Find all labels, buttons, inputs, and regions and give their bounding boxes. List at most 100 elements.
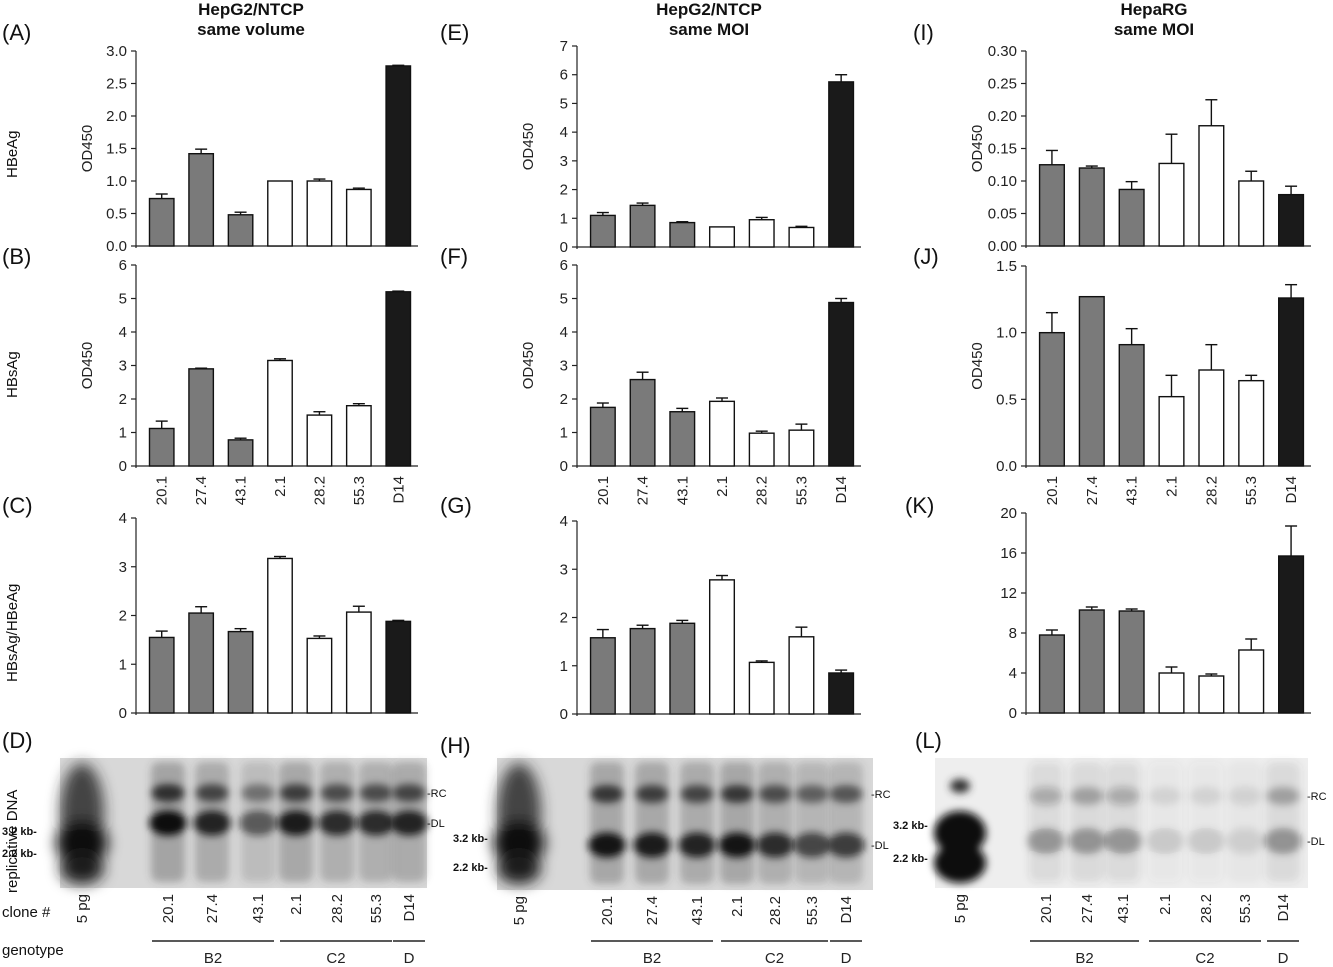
bar-20.1 — [148, 636, 175, 714]
genotype-label-B2: B2 — [643, 950, 661, 967]
bar-28.2 — [748, 661, 775, 715]
bar-2.1 — [267, 180, 293, 247]
marker-2.2kb: 2.2 kb- — [453, 862, 488, 874]
y-tick-label: 0.30 — [988, 43, 1017, 60]
y-tick-label: 2 — [560, 391, 568, 408]
row-label-ratio: HBsAg/HBeAg — [4, 583, 21, 682]
band-label-rc: -RC — [1307, 791, 1327, 803]
bar-2.1 — [708, 400, 736, 467]
blot-lane-27.4 — [633, 762, 671, 884]
bar-43.1 — [227, 630, 254, 714]
x-tick-label: 55.3 — [1243, 476, 1260, 505]
y-tick-label: 0.00 — [988, 238, 1017, 255]
y-tick-label: 3 — [560, 358, 568, 375]
lane-label: 27.4 — [1079, 894, 1096, 923]
genotype-label: genotype — [2, 942, 64, 959]
blot-lane-43.1 — [239, 762, 277, 882]
y-tick-label: 2.5 — [106, 76, 127, 93]
y-tick-label: 1 — [560, 425, 568, 442]
y-tick-label: 8 — [1009, 625, 1017, 642]
bar-27.4 — [188, 612, 215, 714]
lane-label: 2.1 — [1157, 894, 1174, 915]
x-tick-label: 28.2 — [1203, 476, 1220, 505]
blot-lane-28.2 — [756, 762, 794, 884]
y-tick-label: 0.0 — [106, 238, 127, 255]
bar-43.1 — [1118, 610, 1145, 714]
marker-lane-5pg — [56, 763, 108, 884]
y-tick-label: 0 — [119, 458, 127, 475]
bar-2.1 — [1158, 162, 1185, 247]
bar-2.1 — [267, 359, 293, 467]
y-tick-label: 4 — [119, 510, 127, 527]
x-tick-label: 55.3 — [351, 476, 368, 505]
y-tick-label: 0 — [119, 705, 127, 722]
column-title-2: HepG2/NTCP same MOI — [579, 0, 839, 40]
marker-2.2kb: 2.2 kb- — [893, 853, 928, 865]
bar-55.3 — [788, 226, 815, 248]
bar-27.4 — [1078, 167, 1105, 247]
bar-55.3 — [788, 636, 815, 715]
bar-D14 — [1278, 555, 1305, 714]
band-label-rc: -RC — [427, 788, 447, 800]
y-tick-label: 1.0 — [996, 325, 1017, 342]
y-tick-label: 2 — [560, 182, 568, 199]
y-tick-label: 4 — [1009, 665, 1017, 682]
y-axis-label: OD450 — [520, 342, 537, 390]
lane-label: 28.2 — [767, 896, 784, 925]
panel-label-f: (F) — [440, 244, 469, 269]
bar-D14 — [828, 301, 855, 467]
blot-lane-43.1 — [1104, 762, 1142, 882]
panel-label-j: (J) — [913, 244, 939, 269]
clone-label: clone # — [2, 904, 51, 921]
chart-f: 0 1 2 3 4 5 6 OD450 20.1 27.4 43.1 2.1 28.2 55.3 D14 — [520, 257, 861, 505]
bar-43.1 — [1118, 188, 1145, 247]
x-tick-label: 55.3 — [793, 476, 810, 505]
lane-label: 5 pg — [952, 894, 969, 923]
bar-D14 — [385, 65, 412, 247]
lane-label: D14 — [838, 896, 855, 924]
lane-label: 5 pg — [511, 896, 528, 925]
band-label-rc: -RC — [871, 789, 891, 801]
panel-label-a: (A) — [2, 20, 32, 45]
genotype-label-D: D — [841, 950, 852, 967]
band-label-dl: -DL — [1307, 836, 1325, 848]
blot-l: 3.2 kb- 2.2 kb- -RC -DL 5 pg 20.1 27.4 43.1 2.1 2… — [893, 758, 1327, 967]
bar-2.1 — [1158, 672, 1185, 714]
genotype-label-B2: B2 — [1075, 950, 1093, 967]
panel-label-l: (L) — [915, 728, 942, 753]
y-tick-label: 3 — [560, 153, 568, 170]
y-axis-label: OD450 — [79, 342, 96, 390]
y-tick-label: 2 — [119, 608, 127, 625]
x-tick-label: D14 — [390, 476, 407, 504]
panel-label-i: (I) — [913, 20, 934, 45]
row-label-hbsag: HBsAg — [4, 351, 21, 398]
lane-label: 27.4 — [644, 896, 661, 925]
bar-20.1 — [148, 197, 175, 247]
lane-label: 28.2 — [329, 894, 346, 923]
lane-label: 55.3 — [368, 894, 385, 923]
y-tick-label: 2.0 — [106, 108, 127, 125]
bar-20.1 — [589, 214, 616, 248]
y-tick-label: 6 — [560, 67, 568, 84]
lane-label: D14 — [1275, 894, 1292, 922]
bar-20.1 — [1038, 634, 1065, 714]
y-tick-label: 0.20 — [988, 108, 1017, 125]
lane-label: 43.1 — [689, 896, 706, 925]
charts-layer: 0.00.51.01.52.02.53.0OD4500123456OD45020… — [79, 38, 1311, 723]
x-tick-label: 43.1 — [1124, 476, 1141, 505]
y-tick-label: 0 — [560, 706, 568, 723]
bar-55.3 — [345, 611, 372, 714]
lane-label: 20.1 — [1038, 894, 1055, 923]
y-tick-label: 0.0 — [996, 458, 1017, 475]
bar-43.1 — [669, 622, 696, 715]
y-tick-label: 3 — [119, 559, 127, 576]
marker-3.2kb: 3.2 kb- — [453, 833, 488, 845]
panel-label-d: (D) — [2, 728, 33, 753]
y-axis-label: OD450 — [969, 342, 986, 390]
y-tick-label: 1 — [560, 210, 568, 227]
bar-2.1 — [708, 579, 736, 715]
y-axis-label: OD450 — [520, 123, 537, 171]
band-label-dl: -DL — [427, 818, 445, 830]
bar-D14 — [828, 672, 855, 715]
bar-27.4 — [188, 368, 215, 467]
